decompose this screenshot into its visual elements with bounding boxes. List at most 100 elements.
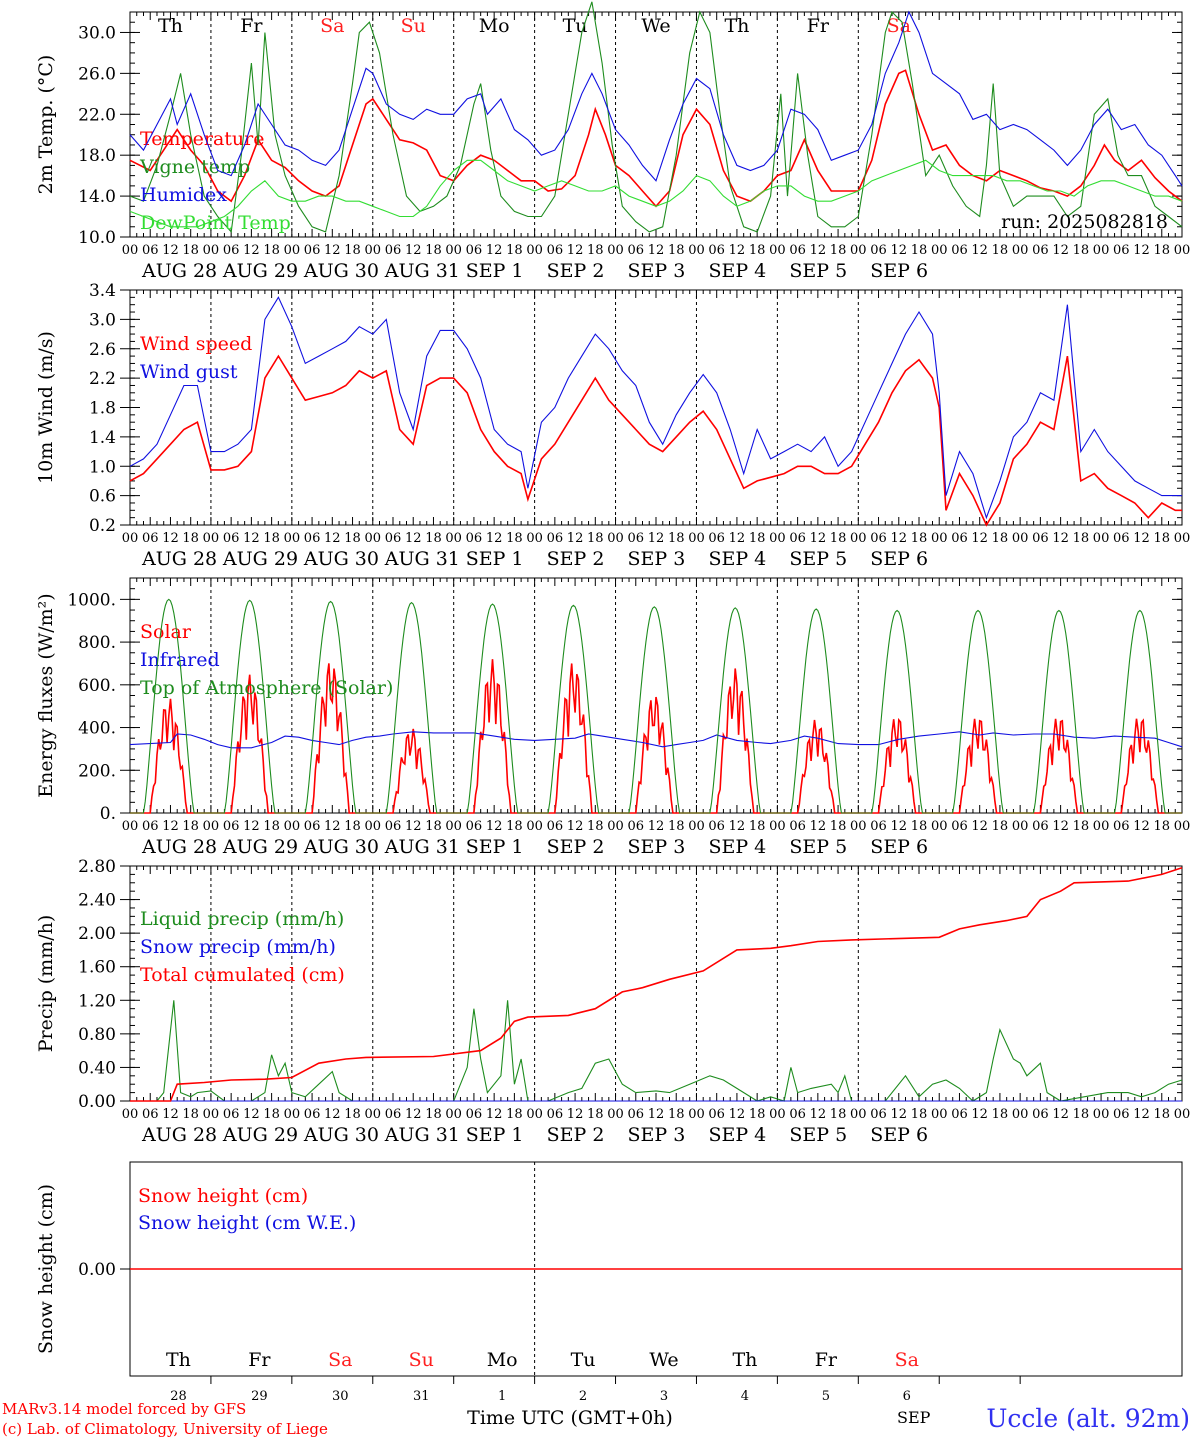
hour-tick-label: 06 bbox=[1113, 531, 1130, 546]
hour-tick-label: 00 bbox=[688, 1107, 705, 1122]
weekday-label: Th bbox=[158, 15, 183, 37]
hour-tick-label: 12 bbox=[810, 819, 827, 834]
hour-tick-label: 06 bbox=[1113, 819, 1130, 834]
hour-tick-label: 18 bbox=[587, 1107, 604, 1122]
credit-line-2: (c) Lab. of Climatology, University of L… bbox=[2, 1420, 328, 1438]
hour-tick-label: 06 bbox=[627, 531, 644, 546]
legend-entry: Liquid precip (mm/h) bbox=[140, 908, 344, 930]
y-tick-label: 2.80 bbox=[78, 857, 116, 877]
hour-tick-label: 18 bbox=[344, 531, 361, 546]
hour-tick-label: 00 bbox=[1093, 243, 1110, 258]
date-label: SEP 5 bbox=[789, 260, 847, 282]
hour-tick-label: 00 bbox=[769, 531, 786, 546]
hour-tick-label: 18 bbox=[182, 243, 199, 258]
date-label: AUG 30 bbox=[303, 260, 379, 282]
y-axis-label: Precip (mm/h) bbox=[35, 915, 57, 1053]
hour-tick-label: 12 bbox=[890, 243, 907, 258]
hour-tick-label: 12 bbox=[729, 243, 746, 258]
station-label: Uccle (alt. 92m) bbox=[986, 1404, 1190, 1433]
y-tick-label: 0.80 bbox=[78, 1025, 116, 1045]
series-line-wind-gust bbox=[129, 296, 1182, 520]
day-number: 31 bbox=[413, 1389, 430, 1404]
hour-tick-label: 18 bbox=[587, 819, 604, 834]
date-label: AUG 31 bbox=[384, 1124, 460, 1146]
hour-tick-label: 00 bbox=[1174, 819, 1191, 834]
date-label: SEP 3 bbox=[628, 260, 686, 282]
time-axis-label: Time UTC (GMT+0h) bbox=[467, 1407, 673, 1429]
credit-line-1: MARv3.14 model forced by GFS bbox=[2, 1400, 246, 1418]
hour-tick-label: 00 bbox=[1174, 1107, 1191, 1122]
hour-tick-label: 18 bbox=[992, 1107, 1009, 1122]
weekday-label: Su bbox=[401, 15, 426, 37]
hour-tick-label: 18 bbox=[425, 819, 442, 834]
legend-entry: Snow precip (mm/h) bbox=[140, 936, 336, 958]
date-label: AUG 29 bbox=[222, 836, 298, 858]
hour-tick-label: 18 bbox=[668, 819, 685, 834]
hour-tick-label: 06 bbox=[547, 531, 564, 546]
y-tick-label: 800. bbox=[78, 633, 116, 653]
hour-tick-label: 12 bbox=[810, 1107, 827, 1122]
hour-tick-label: 12 bbox=[890, 531, 907, 546]
date-label: AUG 30 bbox=[303, 548, 379, 570]
weekday-label: Tu bbox=[563, 15, 588, 37]
y-tick-label: 3.4 bbox=[89, 281, 116, 301]
hour-tick-label: 00 bbox=[850, 243, 867, 258]
hour-tick-label: 12 bbox=[243, 819, 260, 834]
weekday-label: Fr bbox=[248, 1349, 271, 1371]
y-tick-label: 0. bbox=[100, 804, 116, 824]
hour-tick-label: 06 bbox=[142, 819, 159, 834]
hour-tick-label: 18 bbox=[1073, 531, 1090, 546]
y-tick-label: 0.00 bbox=[78, 1260, 116, 1280]
date-label: AUG 28 bbox=[141, 1124, 217, 1146]
y-tick-label: 14.0 bbox=[78, 187, 116, 207]
hour-tick-label: 06 bbox=[385, 243, 402, 258]
series-line-total-cumulated-cm bbox=[130, 866, 1183, 1102]
date-label: SEP 1 bbox=[466, 1124, 524, 1146]
y-tick-label: 2.40 bbox=[78, 891, 116, 911]
series-line-dewpoint-temp bbox=[129, 159, 1183, 228]
weekday-label: Su bbox=[409, 1349, 434, 1371]
hour-tick-label: 12 bbox=[405, 531, 422, 546]
weekday-label: Sa bbox=[887, 15, 911, 37]
hour-tick-label: 00 bbox=[122, 531, 139, 546]
legend-entry: Top of Atmosphere (Solar) bbox=[140, 677, 393, 699]
hour-tick-label: 00 bbox=[1093, 531, 1110, 546]
weekday-label: Fr bbox=[815, 1349, 838, 1371]
hour-tick-label: 06 bbox=[142, 1107, 159, 1122]
hour-tick-label: 18 bbox=[1153, 531, 1170, 546]
hour-tick-label: 00 bbox=[1174, 243, 1191, 258]
legend-entry: DewPoint Temp bbox=[140, 212, 291, 234]
date-label: SEP 2 bbox=[547, 260, 605, 282]
hour-tick-label: 06 bbox=[142, 243, 159, 258]
hour-tick-label: 06 bbox=[547, 243, 564, 258]
hour-tick-label: 00 bbox=[931, 531, 948, 546]
hour-tick-label: 00 bbox=[1012, 531, 1029, 546]
day-number: 29 bbox=[251, 1389, 268, 1404]
date-label: SEP 3 bbox=[628, 548, 686, 570]
hour-tick-label: 00 bbox=[931, 1107, 948, 1122]
hour-tick-label: 18 bbox=[1153, 1107, 1170, 1122]
hour-tick-label: 06 bbox=[1032, 819, 1049, 834]
hour-tick-label: 06 bbox=[789, 819, 806, 834]
panel-energy-fluxes: 00 06 12 18 00 06 12 18 00 06 12 18 00 06 12 18 00 06 12 18… bbox=[35, 577, 1191, 858]
y-tick-label: 1.8 bbox=[89, 399, 116, 419]
hour-tick-label: 12 bbox=[971, 243, 988, 258]
hour-tick-label: 18 bbox=[1073, 243, 1090, 258]
hour-tick-label: 00 bbox=[526, 243, 543, 258]
hour-tick-label: 18 bbox=[1073, 1107, 1090, 1122]
hour-tick-label: 18 bbox=[425, 531, 442, 546]
hour-tick-label: 18 bbox=[506, 1107, 523, 1122]
hour-tick-label: 12 bbox=[1133, 243, 1150, 258]
hour-tick-label: 06 bbox=[1032, 531, 1049, 546]
hour-tick-label: 06 bbox=[708, 531, 725, 546]
hour-tick-label: 12 bbox=[567, 819, 584, 834]
hour-tick-label: 06 bbox=[304, 243, 321, 258]
legend-entry: Humidex bbox=[140, 184, 227, 206]
hour-tick-label: 06 bbox=[870, 243, 887, 258]
hour-tick-label: 18 bbox=[263, 531, 280, 546]
date-label: SEP 1 bbox=[466, 836, 524, 858]
hour-tick-label: 12 bbox=[971, 531, 988, 546]
hour-tick-label: 18 bbox=[668, 531, 685, 546]
y-tick-label: 0.00 bbox=[78, 1092, 116, 1112]
hour-tick-label: 12 bbox=[567, 243, 584, 258]
